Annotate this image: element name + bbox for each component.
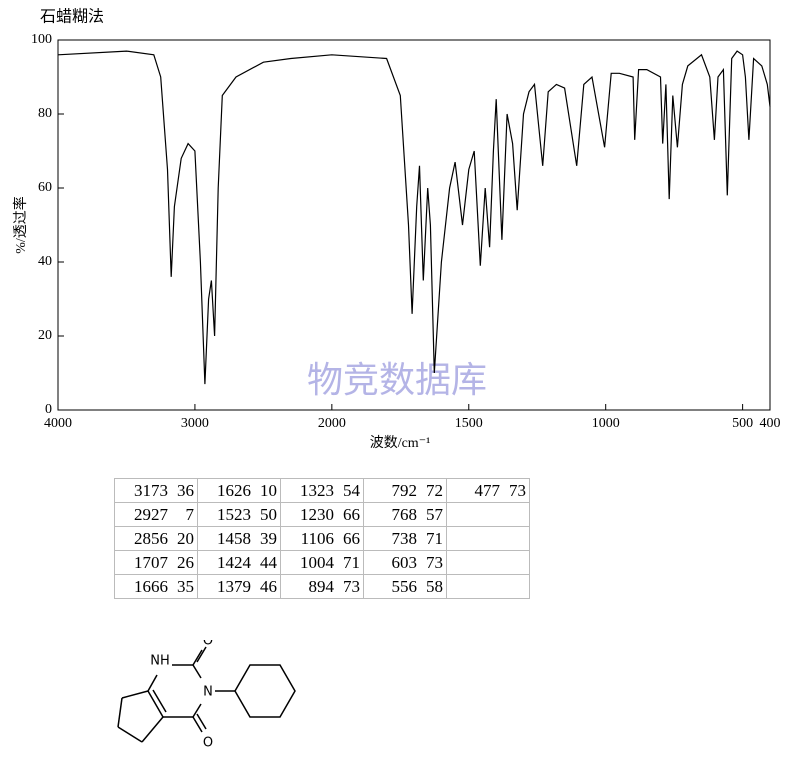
transmittance: 10 [260,480,277,500]
wavenumber: 1379 [217,576,251,596]
x-tick-label: 2000 [318,416,346,431]
wavenumber: 1523 [217,504,251,524]
y-tick-label: 100 [31,32,52,47]
atom-label: O [203,640,213,649]
wavenumber: 603 [391,552,418,572]
y-tick-label: 0 [45,402,52,417]
table-cell: 1323 54 [280,478,364,503]
transmittance: 46 [260,576,277,596]
x-tick-label: 3000 [181,416,209,431]
transmittance: 50 [260,504,277,524]
table-cell: 2856 20 [114,526,198,551]
transmittance: 71 [343,552,360,572]
table-cell: 1626 10 [197,478,281,503]
transmittance: 54 [343,480,360,500]
wavenumber: 738 [391,528,418,548]
wavenumber: 2927 [134,504,168,524]
transmittance: 73 [343,576,360,596]
wavenumber: 556 [391,576,418,596]
y-tick-label: 20 [38,328,52,343]
table-cell: 2927 7 [114,502,198,527]
wavenumber: 768 [391,504,418,524]
wavenumber: 2856 [134,528,168,548]
x-tick-label: 400 [760,416,781,431]
transmittance: 39 [260,528,277,548]
transmittance: 72 [426,480,443,500]
spectrum-line [57,50,771,385]
transmittance: 44 [260,552,277,572]
table-cell: 894 73 [280,574,364,599]
table-cell: 1458 39 [197,526,281,551]
wavenumber: 1106 [300,528,334,548]
table-cell: 1666 35 [114,574,198,599]
y-tick-label: 80 [38,106,52,121]
wavenumber: 792 [391,480,418,500]
table-row: 2927 7 1523 50 1230 66 768 57 [114,502,530,527]
transmittance: 7 [185,504,195,524]
wavenumber: 1707 [134,552,168,572]
wavenumber: 1230 [300,504,334,524]
table-row: 1707 26 1424 44 1004 71 603 73 [114,550,530,575]
chart: 石蜡糊法 物竞数据库 %/透过率 波数/cm⁻¹ 0 20 40 60 80 100 400… [12,8,781,452]
x-axis-label: 波数/cm⁻¹ [370,435,431,451]
structure: NH N O O [117,640,296,751]
table-cell: 1106 66 [280,526,364,551]
table-row: 3173 36 1626 10 1323 54 792 72 477 73 [114,478,530,503]
table-cell [446,526,530,551]
table-cell: 1424 44 [197,550,281,575]
y-tick-label: 60 [38,180,52,195]
transmittance: 35 [177,576,194,596]
table-cell: 1230 66 [280,502,364,527]
table-row: 2856 20 1458 39 1106 66 738 71 [114,526,530,551]
wavenumber: 1626 [217,480,251,500]
wavenumber: 894 [308,576,335,596]
table-cell: 738 71 [363,526,447,551]
transmittance: 66 [343,504,360,524]
transmittance: 73 [509,480,526,500]
table-cell: 768 57 [363,502,447,527]
wavenumber: 1323 [300,480,334,500]
atom-label: NH [150,654,170,669]
table-cell: 603 73 [363,550,447,575]
watermark: 物竞数据库 [307,360,487,401]
wavenumber: 1458 [217,528,251,548]
y-axis-label: %/透过率 [12,196,29,254]
x-tick-label: 4000 [44,416,72,431]
peak-table: 3173 36 1626 10 1323 54 792 72 477 73 2927 7 1523 50 1… [114,478,530,599]
plot-frame [57,39,771,411]
transmittance: 71 [426,528,443,548]
table-cell: 1523 50 [197,502,281,527]
y-tick-label: 40 [38,254,52,269]
transmittance: 26 [177,552,194,572]
table-cell: 1379 46 [197,574,281,599]
wavenumber: 1424 [217,552,251,572]
table-cell: 1004 71 [280,550,364,575]
transmittance: 73 [426,552,443,572]
table-cell: 1707 26 [114,550,198,575]
x-tick-label: 1500 [455,416,483,431]
table-row: 1666 35 1379 46 894 73 556 58 [114,574,530,599]
chart-title: 石蜡糊法 [40,8,104,26]
wavenumber: 1666 [134,576,168,596]
table-cell [446,502,530,527]
x-tick-label: 500 [732,416,753,431]
transmittance: 57 [426,504,443,524]
wavenumber: 477 [474,480,501,500]
transmittance: 58 [426,576,443,596]
table-cell: 477 73 [446,478,530,503]
table-cell [446,550,530,575]
table-cell [446,574,530,599]
transmittance: 20 [177,528,194,548]
table-cell: 556 58 [363,574,447,599]
transmittance: 36 [177,480,194,500]
table-cell: 3173 36 [114,478,198,503]
atom-label: O [203,736,213,751]
wavenumber: 1004 [300,552,334,572]
wavenumber: 3173 [134,480,168,500]
x-tick-label: 1000 [592,416,620,431]
table-cell: 792 72 [363,478,447,503]
transmittance: 66 [343,528,360,548]
atom-label: N [203,685,213,700]
